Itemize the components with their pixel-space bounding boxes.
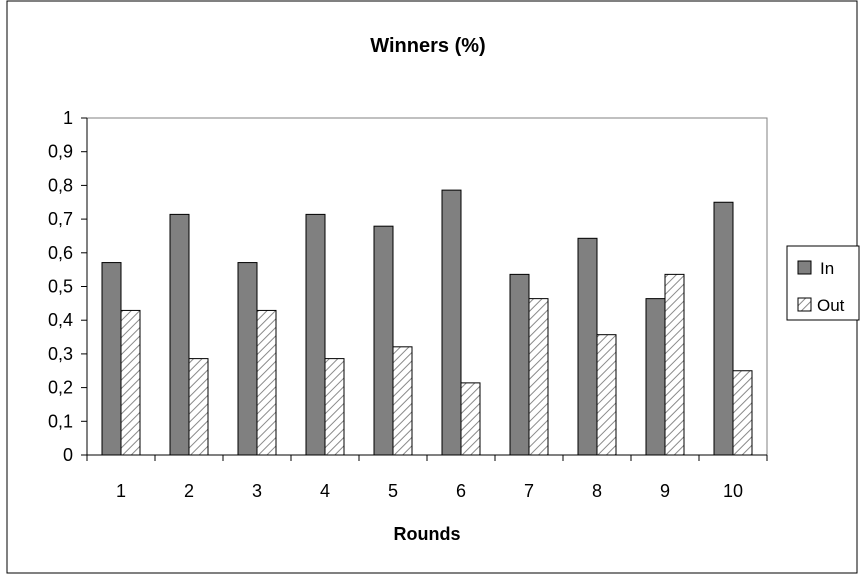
bar-in-3: [237, 262, 258, 456]
y-tick-label: 0,9: [48, 142, 73, 162]
bar-in-1: [101, 262, 122, 456]
bar-out-5: [392, 346, 413, 456]
x-tick-label: 8: [592, 481, 602, 501]
bar-out-4: [324, 358, 345, 456]
y-tick-label: 0,5: [48, 277, 73, 297]
bar-in-10: [713, 201, 734, 456]
legend-swatch-in: [797, 260, 812, 275]
x-tick-label: 2: [184, 481, 194, 501]
x-tick-label: 5: [388, 481, 398, 501]
x-tick-label: 9: [660, 481, 670, 501]
bar-out-9: [664, 273, 685, 456]
bars-group: [101, 189, 753, 456]
x-tick-label: 6: [456, 481, 466, 501]
legend: In Out: [786, 245, 860, 321]
chart-title: Winners (%): [370, 35, 485, 57]
bar-out-7: [528, 298, 549, 456]
x-tick-label: 7: [524, 481, 534, 501]
y-tick-label: 0,2: [48, 378, 73, 398]
bar-out-10: [732, 370, 753, 456]
y-tick-label: 0,1: [48, 411, 73, 431]
x-axis-title: Rounds: [394, 524, 461, 544]
bar-in-2: [169, 213, 190, 456]
bar-in-7: [509, 273, 530, 456]
x-tick-label: 3: [252, 481, 262, 501]
bar-in-9: [645, 298, 666, 456]
bar-in-5: [373, 225, 394, 456]
y-axis: 0 0,1 0,2 0,3 0,4 0,5 0,6 0,7 0,8 0,9 1: [48, 108, 88, 465]
legend-label-in: In: [820, 259, 834, 278]
x-tick-label: 10: [723, 481, 743, 501]
bar-out-6: [460, 382, 481, 456]
y-tick-label: 0,8: [48, 175, 73, 195]
y-tick-label: 0,3: [48, 344, 73, 364]
legend-label-out: Out: [817, 296, 845, 315]
bar-out-1: [120, 309, 141, 456]
x-tick-label: 4: [320, 481, 330, 501]
bar-in-6: [441, 189, 462, 456]
legend-swatch-out: [797, 297, 812, 312]
y-tick-label: 0,4: [48, 310, 73, 330]
bar-out-2: [188, 358, 209, 456]
bar-out-8: [596, 334, 617, 456]
bar-in-4: [305, 213, 326, 456]
bar-out-3: [256, 309, 277, 456]
bar-in-8: [577, 237, 598, 456]
y-tick-label: 0,7: [48, 209, 73, 229]
y-tick-label: 0: [63, 445, 73, 465]
y-tick-label: 1: [63, 108, 73, 128]
y-tick-label: 0,6: [48, 243, 73, 263]
x-tick-label: 1: [116, 481, 126, 501]
